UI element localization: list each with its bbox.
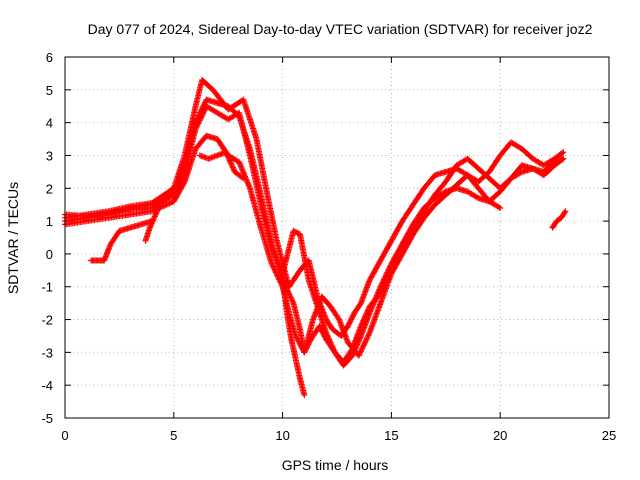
series-track-6 bbox=[88, 218, 156, 264]
x-tick-label: 15 bbox=[384, 428, 398, 443]
data-point bbox=[321, 332, 328, 339]
data-point bbox=[345, 321, 352, 328]
data-point bbox=[346, 320, 353, 327]
data-point bbox=[239, 174, 246, 181]
data-point bbox=[344, 323, 351, 330]
y-tick-label: 6 bbox=[46, 50, 53, 65]
data-point bbox=[317, 325, 324, 332]
data-point bbox=[497, 204, 504, 211]
data-point bbox=[321, 333, 328, 340]
x-tick-label: 0 bbox=[61, 428, 68, 443]
y-tick-label: -4 bbox=[41, 378, 53, 393]
x-tick-label: 25 bbox=[602, 428, 616, 443]
data-point bbox=[318, 327, 325, 334]
data-point bbox=[350, 312, 357, 319]
data-point bbox=[517, 169, 524, 176]
data-point bbox=[316, 323, 323, 330]
data-point bbox=[348, 315, 355, 322]
data-point bbox=[561, 209, 568, 216]
data-point bbox=[319, 328, 326, 335]
data-point bbox=[317, 324, 324, 331]
y-tick-label: 3 bbox=[46, 148, 53, 163]
series-track-8 bbox=[549, 208, 569, 231]
data-point bbox=[562, 208, 569, 215]
series-track-4 bbox=[62, 96, 504, 359]
x-tick-label: 20 bbox=[493, 428, 507, 443]
y-tick-label: 0 bbox=[46, 247, 53, 262]
data-point bbox=[293, 229, 300, 236]
data-point bbox=[349, 313, 356, 320]
data-point bbox=[180, 180, 187, 187]
data-point bbox=[290, 227, 297, 234]
y-tick-label: 5 bbox=[46, 83, 53, 98]
x-tick-label: 10 bbox=[275, 428, 289, 443]
data-point bbox=[560, 155, 567, 162]
plot-frame bbox=[64, 56, 610, 419]
data-point bbox=[559, 150, 566, 157]
data-point bbox=[348, 316, 355, 323]
data-point bbox=[559, 156, 566, 163]
y-tick-label: 1 bbox=[46, 214, 53, 229]
data-point bbox=[495, 204, 502, 211]
x-tick-label: 5 bbox=[170, 428, 177, 443]
series-track-7 bbox=[142, 204, 162, 244]
data-point bbox=[320, 330, 327, 337]
data-point bbox=[474, 194, 481, 201]
data-point bbox=[346, 319, 353, 326]
data-point bbox=[347, 317, 354, 324]
data-point bbox=[291, 228, 298, 235]
data-point bbox=[301, 392, 308, 399]
axis-ticks: 0 5 10 15 20 25 -5 -4 -3 -2 -1 0 1 2 3 4 5 6 bbox=[41, 50, 616, 443]
y-tick-label: -5 bbox=[41, 411, 53, 426]
series-track-9 bbox=[196, 149, 247, 182]
series-track-5 bbox=[279, 277, 308, 399]
data-point bbox=[357, 301, 364, 308]
data-point bbox=[560, 149, 567, 156]
chart-title: Day 077 of 2024, Sidereal Day-to-day VTE… bbox=[88, 21, 593, 37]
data-point bbox=[240, 175, 247, 182]
y-tick-label: -3 bbox=[41, 345, 53, 360]
data-point bbox=[294, 229, 301, 236]
data-points bbox=[62, 76, 569, 399]
y-tick-label: 2 bbox=[46, 181, 53, 196]
y-tick-label: 4 bbox=[46, 116, 53, 131]
y-tick-label: -1 bbox=[41, 280, 53, 295]
data-point bbox=[319, 329, 326, 336]
x-axis-label: GPS time / hours bbox=[282, 457, 389, 473]
y-axis-label: SDTVAR / TECUs bbox=[5, 182, 21, 294]
data-point bbox=[155, 204, 162, 211]
y-tick-label: -2 bbox=[41, 313, 53, 328]
